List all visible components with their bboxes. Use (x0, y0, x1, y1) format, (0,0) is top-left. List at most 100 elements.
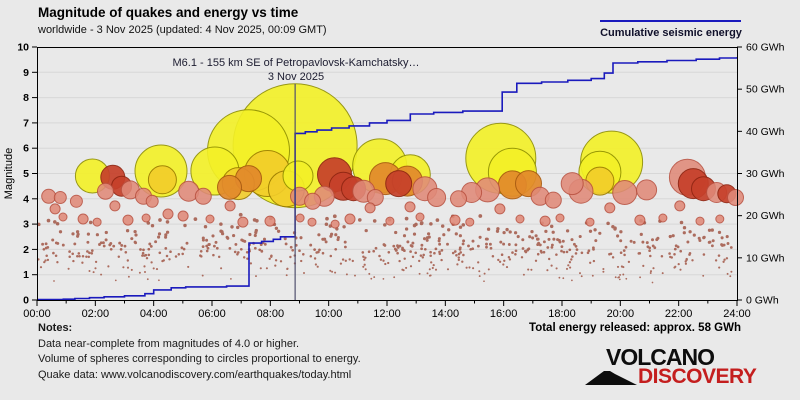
minor-quake-dot (348, 258, 351, 261)
minor-quake-dot (344, 259, 347, 262)
minor-quake-dot (364, 228, 368, 233)
minor-quake-dot (495, 229, 500, 233)
quake-bubble (224, 200, 236, 212)
minor-quake-dot (458, 225, 463, 229)
minor-quake-dot (334, 233, 338, 237)
minor-quake-dot (550, 264, 553, 267)
minor-quake-dot (476, 244, 480, 248)
quake-bubble (674, 200, 686, 212)
minor-quake-dot (420, 221, 424, 225)
minor-quake-dot (594, 239, 598, 243)
minor-quake-dot (688, 252, 692, 255)
minor-quake-dot (55, 222, 60, 226)
minor-quake-dot (454, 232, 458, 236)
minor-quake-dot (88, 269, 91, 273)
legend-label: Cumulative seismic energy (600, 27, 742, 39)
minor-quake-dot (684, 260, 687, 263)
minor-quake-dot (100, 273, 103, 276)
minor-quake-dot (232, 234, 236, 238)
minor-quake-dot (394, 249, 398, 252)
quake-bubble (194, 187, 212, 205)
minor-quake-dot (421, 256, 425, 259)
minor-quake-dot (168, 258, 171, 261)
minor-quake-dot (274, 226, 279, 230)
minor-quake-dot (468, 266, 471, 269)
minor-quake-dot (530, 268, 533, 271)
minor-quake-dot (334, 247, 338, 251)
quake-bubble (177, 210, 189, 222)
minor-quake-dot (458, 246, 462, 250)
minor-quake-dot (455, 254, 458, 257)
minor-quake-dot (225, 235, 229, 239)
minor-quake-dot (478, 214, 483, 218)
minor-quake-dot (645, 241, 649, 245)
minor-quake-dot (169, 250, 172, 254)
minor-quake-dot (274, 264, 277, 267)
minor-quake-dot (565, 267, 569, 270)
minor-quake-dot (682, 226, 687, 230)
minor-quake-dot (246, 257, 249, 260)
quake-bubble (385, 170, 413, 198)
minor-quake-dot (539, 249, 543, 253)
minor-quake-dot (684, 262, 688, 265)
notes-line: Quake data: www.volcanodiscovery.com/ear… (38, 368, 352, 381)
minor-quake-dot (370, 277, 373, 280)
minor-quake-dot (212, 244, 216, 248)
minor-quake-dot (723, 258, 726, 261)
minor-quake-dot (418, 272, 421, 275)
quake-annotation-date: 3 Nov 2025 (267, 71, 325, 83)
minor-quake-dot (673, 253, 676, 256)
minor-quake-dot (589, 261, 592, 264)
minor-quake-dot (139, 248, 142, 251)
minor-quake-dot (440, 249, 444, 252)
minor-quake-dot (199, 249, 203, 253)
minor-quake-dot (730, 270, 733, 273)
minor-quake-dot (367, 250, 371, 254)
minor-quake-dot (422, 253, 425, 257)
minor-quake-dot (53, 280, 55, 282)
minor-quake-dot (458, 234, 462, 238)
minor-quake-dot (572, 242, 576, 246)
quake-bubble (364, 202, 376, 214)
minor-quake-dot (624, 245, 628, 249)
x-tick-label: 22:00 (665, 308, 693, 320)
minor-quake-dot (334, 271, 337, 274)
minor-quake-dot (434, 268, 438, 271)
minor-quake-dot (72, 259, 75, 263)
minor-quake-dot (638, 252, 642, 255)
minor-quake-dot (534, 259, 538, 262)
minor-quake-dot (362, 255, 365, 258)
minor-quake-dot (299, 236, 303, 240)
minor-quake-dot (431, 266, 434, 270)
minor-quake-dot (485, 237, 489, 241)
minor-quake-dot (354, 274, 356, 277)
minor-quake-dot (575, 248, 579, 251)
minor-quake-dot (622, 266, 625, 269)
minor-quake-dot (143, 265, 146, 268)
minor-quake-dot (90, 252, 94, 255)
minor-quake-dot (587, 249, 591, 253)
minor-quake-dot (461, 242, 465, 246)
minor-quake-dot (240, 238, 244, 242)
minor-quake-dot (253, 233, 257, 238)
minor-quake-dot (619, 251, 623, 255)
minor-quake-dot (41, 242, 45, 246)
minor-quake-dot (336, 235, 340, 240)
minor-quake-dot (677, 262, 680, 266)
minor-quake-dot (101, 241, 105, 245)
minor-quake-dot (104, 238, 108, 242)
minor-quake-dot (593, 228, 597, 232)
minor-quake-dot (565, 229, 570, 233)
minor-quake-dot (233, 250, 237, 254)
minor-quake-dot (379, 258, 383, 261)
minor-quake-dot (263, 242, 267, 246)
minor-quake-dot (158, 251, 162, 255)
minor-quake-dot (688, 230, 692, 234)
minor-quake-dot (568, 261, 572, 264)
y-right-tick-label: 30 GWh (746, 168, 785, 180)
minor-quake-dot (717, 230, 722, 235)
minor-quake-dot (143, 254, 146, 257)
minor-quake-dot (201, 238, 205, 242)
minor-quake-dot (200, 255, 203, 258)
minor-quake-dot (574, 244, 578, 248)
